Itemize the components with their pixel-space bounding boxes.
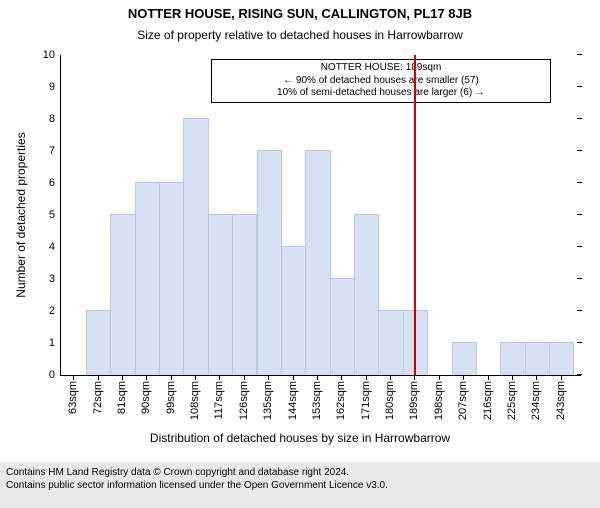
y-tick-label: 3 xyxy=(49,273,61,285)
x-tick-label: 198sqm xyxy=(433,381,445,420)
x-tick-mark xyxy=(293,375,294,380)
y-tick-label: 7 xyxy=(49,145,61,157)
chart-title-main: NOTTER HOUSE, RISING SUN, CALLINGTON, PL… xyxy=(0,6,600,21)
x-tick-label: 72sqm xyxy=(92,381,104,414)
x-tick-label: 108sqm xyxy=(189,381,201,420)
bar xyxy=(452,342,477,375)
x-tick-mark xyxy=(268,375,269,380)
chart-title-sub: Size of property relative to detached ho… xyxy=(0,28,600,42)
bar xyxy=(110,214,135,375)
footer-line2: Contains public sector information licen… xyxy=(6,479,594,492)
bar xyxy=(354,214,379,375)
annotation-line2: ← 90% of detached houses are smaller (57… xyxy=(216,75,546,88)
bar xyxy=(281,246,306,375)
footer: Contains HM Land Registry data © Crown c… xyxy=(0,462,600,508)
y-axis-label: Number of detached properties xyxy=(14,55,28,375)
x-tick-label: 171sqm xyxy=(360,381,372,420)
x-tick-label: 144sqm xyxy=(287,381,299,420)
x-tick-label: 81sqm xyxy=(116,381,128,414)
bar xyxy=(183,118,208,375)
x-tick-mark xyxy=(146,375,147,380)
x-tick-mark xyxy=(317,375,318,380)
annotation-box: NOTTER HOUSE: 189sqm ← 90% of detached h… xyxy=(211,59,551,103)
x-tick-mark xyxy=(561,375,562,380)
x-tick-label: 234sqm xyxy=(530,381,542,420)
x-tick-label: 189sqm xyxy=(408,381,420,420)
y-tick-label: 8 xyxy=(49,113,61,125)
footer-line1: Contains HM Land Registry data © Crown c… xyxy=(6,466,594,479)
x-tick-mark xyxy=(536,375,537,380)
x-tick-label: 99sqm xyxy=(165,381,177,414)
y-tick-mark xyxy=(577,310,582,311)
x-tick-mark xyxy=(122,375,123,380)
x-tick-label: 126sqm xyxy=(238,381,250,420)
x-tick-label: 63sqm xyxy=(67,381,79,414)
y-tick-mark xyxy=(577,246,582,247)
y-tick-label: 5 xyxy=(49,209,61,221)
plot-area: NOTTER HOUSE: 189sqm ← 90% of detached h… xyxy=(60,55,581,376)
x-tick-label: 216sqm xyxy=(482,381,494,420)
x-tick-mark xyxy=(414,375,415,380)
x-axis-label: Distribution of detached houses by size … xyxy=(0,431,600,445)
y-tick-label: 1 xyxy=(49,337,61,349)
x-tick-label: 153sqm xyxy=(311,381,323,420)
x-tick-mark xyxy=(341,375,342,380)
y-tick-mark xyxy=(577,150,582,151)
x-tick-mark xyxy=(195,375,196,380)
x-tick-mark xyxy=(512,375,513,380)
x-tick-label: 135sqm xyxy=(262,381,274,420)
bar xyxy=(330,278,355,375)
x-tick-mark xyxy=(171,375,172,380)
x-tick-mark xyxy=(390,375,391,380)
y-tick-mark xyxy=(577,54,582,55)
bar xyxy=(159,182,184,375)
bar xyxy=(86,310,111,375)
x-tick-mark xyxy=(439,375,440,380)
x-tick-label: 90sqm xyxy=(140,381,152,414)
x-tick-label: 243sqm xyxy=(555,381,567,420)
bar xyxy=(549,342,574,375)
x-tick-mark xyxy=(488,375,489,380)
bar xyxy=(305,150,330,375)
bar xyxy=(232,214,257,375)
x-tick-label: 117sqm xyxy=(213,381,225,419)
x-tick-label: 207sqm xyxy=(457,381,469,420)
bar xyxy=(525,342,550,375)
bar xyxy=(257,150,282,375)
y-tick-label: 4 xyxy=(49,241,61,253)
annotation-line3: 10% of semi-detached houses are larger (… xyxy=(216,87,546,100)
bar xyxy=(378,310,403,375)
y-tick-mark xyxy=(577,342,582,343)
bar xyxy=(135,182,160,375)
y-tick-mark xyxy=(577,278,582,279)
y-tick-label: 0 xyxy=(49,369,61,381)
x-tick-mark xyxy=(366,375,367,380)
y-tick-mark xyxy=(577,374,582,375)
y-tick-mark xyxy=(577,182,582,183)
y-tick-label: 6 xyxy=(49,177,61,189)
chart-container: NOTTER HOUSE, RISING SUN, CALLINGTON, PL… xyxy=(0,0,600,500)
x-tick-mark xyxy=(463,375,464,380)
y-tick-label: 2 xyxy=(49,305,61,317)
x-tick-mark xyxy=(244,375,245,380)
x-tick-mark xyxy=(98,375,99,380)
reference-line xyxy=(414,55,416,375)
x-tick-label: 180sqm xyxy=(384,381,396,420)
bar xyxy=(208,214,233,375)
annotation-line1: NOTTER HOUSE: 189sqm xyxy=(216,62,546,75)
y-tick-label: 9 xyxy=(49,81,61,93)
y-tick-mark xyxy=(577,118,582,119)
x-tick-label: 225sqm xyxy=(506,381,518,420)
bar xyxy=(500,342,525,375)
y-tick-mark xyxy=(577,86,582,87)
x-tick-mark xyxy=(73,375,74,380)
y-tick-label: 10 xyxy=(43,49,61,61)
x-tick-label: 162sqm xyxy=(335,381,347,420)
y-tick-mark xyxy=(577,214,582,215)
x-tick-mark xyxy=(219,375,220,380)
